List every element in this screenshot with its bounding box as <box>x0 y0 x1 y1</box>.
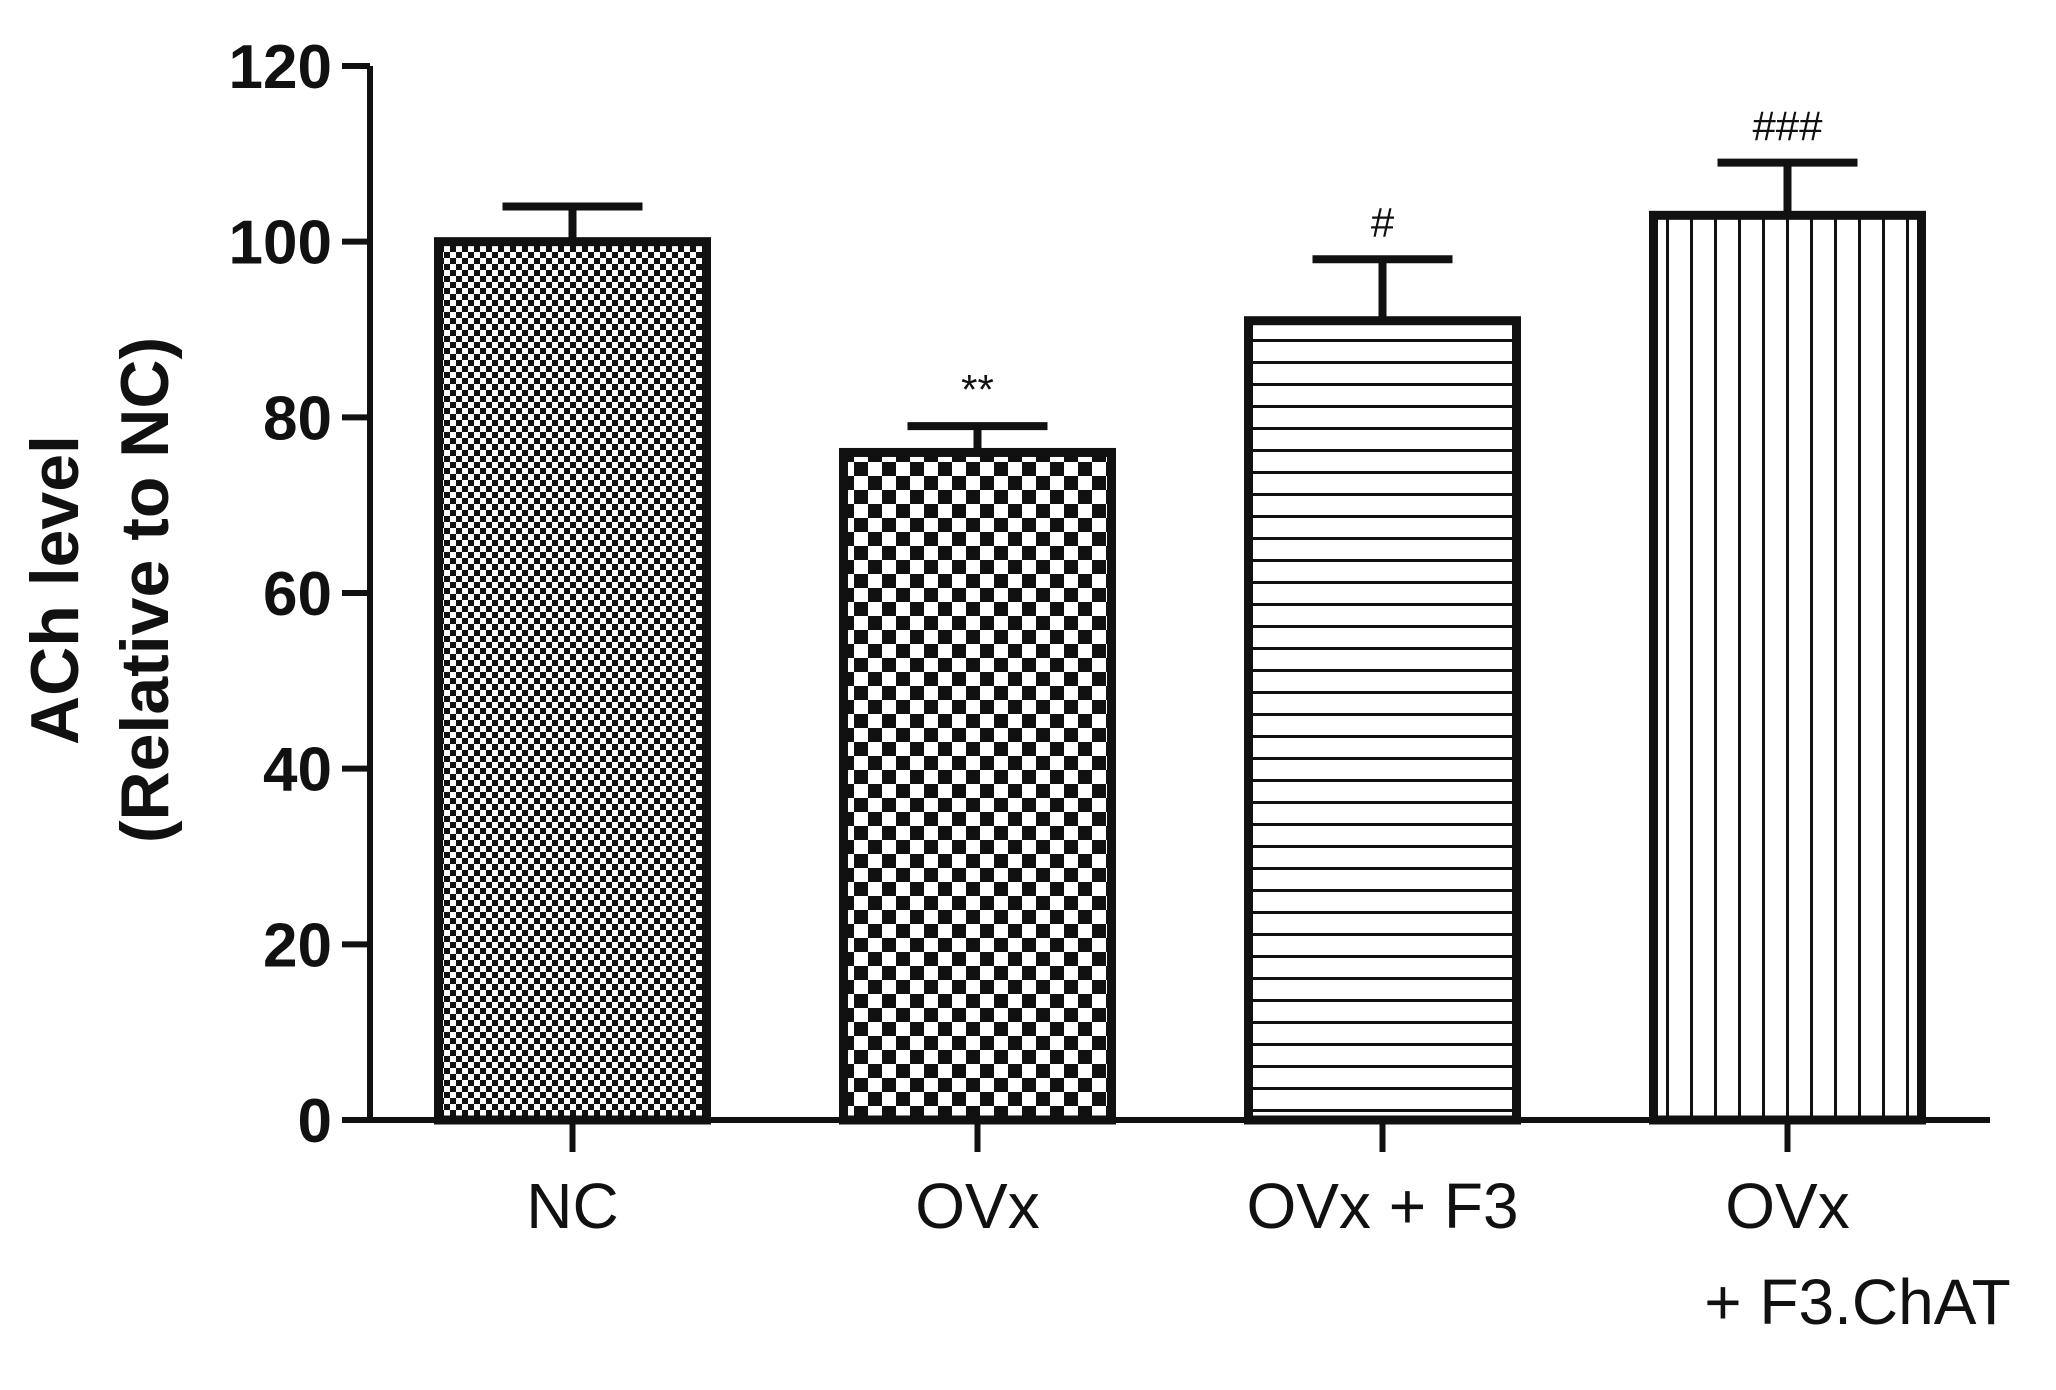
bar <box>839 447 1116 1125</box>
x-tick-label: NC <box>526 1170 618 1242</box>
y-tick-label: 100 <box>229 209 332 278</box>
x-axis: NC OVx OVx + F3 OVx + F3.ChAT <box>367 1117 2011 1338</box>
y-tick-label: 120 <box>229 33 332 102</box>
y-tick-label: 60 <box>263 560 332 629</box>
y-tick-label: 20 <box>263 911 332 980</box>
y-axis: 0 20 40 60 80 100 120 <box>229 33 373 1156</box>
bar-group: ** <box>839 366 1116 1125</box>
x-tick-label: OVx + F3 <box>1246 1170 1518 1242</box>
significance-label: # <box>1371 199 1395 246</box>
y-axis-title: ACh level (Relative to NC) <box>17 337 183 843</box>
y-axis-title-line2: (Relative to NC) <box>107 337 183 843</box>
significance-label: ** <box>961 366 994 413</box>
bar <box>1244 316 1521 1125</box>
y-tick-label: 40 <box>263 736 332 805</box>
bar-group: # <box>1244 199 1521 1125</box>
bar-group <box>434 202 711 1125</box>
y-tick-label: 80 <box>263 384 332 453</box>
bar-group: ### <box>1649 103 1926 1125</box>
y-axis-title-line1: ACh level <box>17 435 93 745</box>
x-tick-label: OVx + F3.ChAT <box>1704 1170 2010 1338</box>
y-tick-label: 0 <box>298 1087 332 1156</box>
bar <box>1649 210 1926 1125</box>
significance-label: ### <box>1752 103 1823 150</box>
x-tick-label: OVx <box>915 1170 1039 1242</box>
bars: **#### <box>434 103 1926 1125</box>
bar <box>434 237 711 1125</box>
